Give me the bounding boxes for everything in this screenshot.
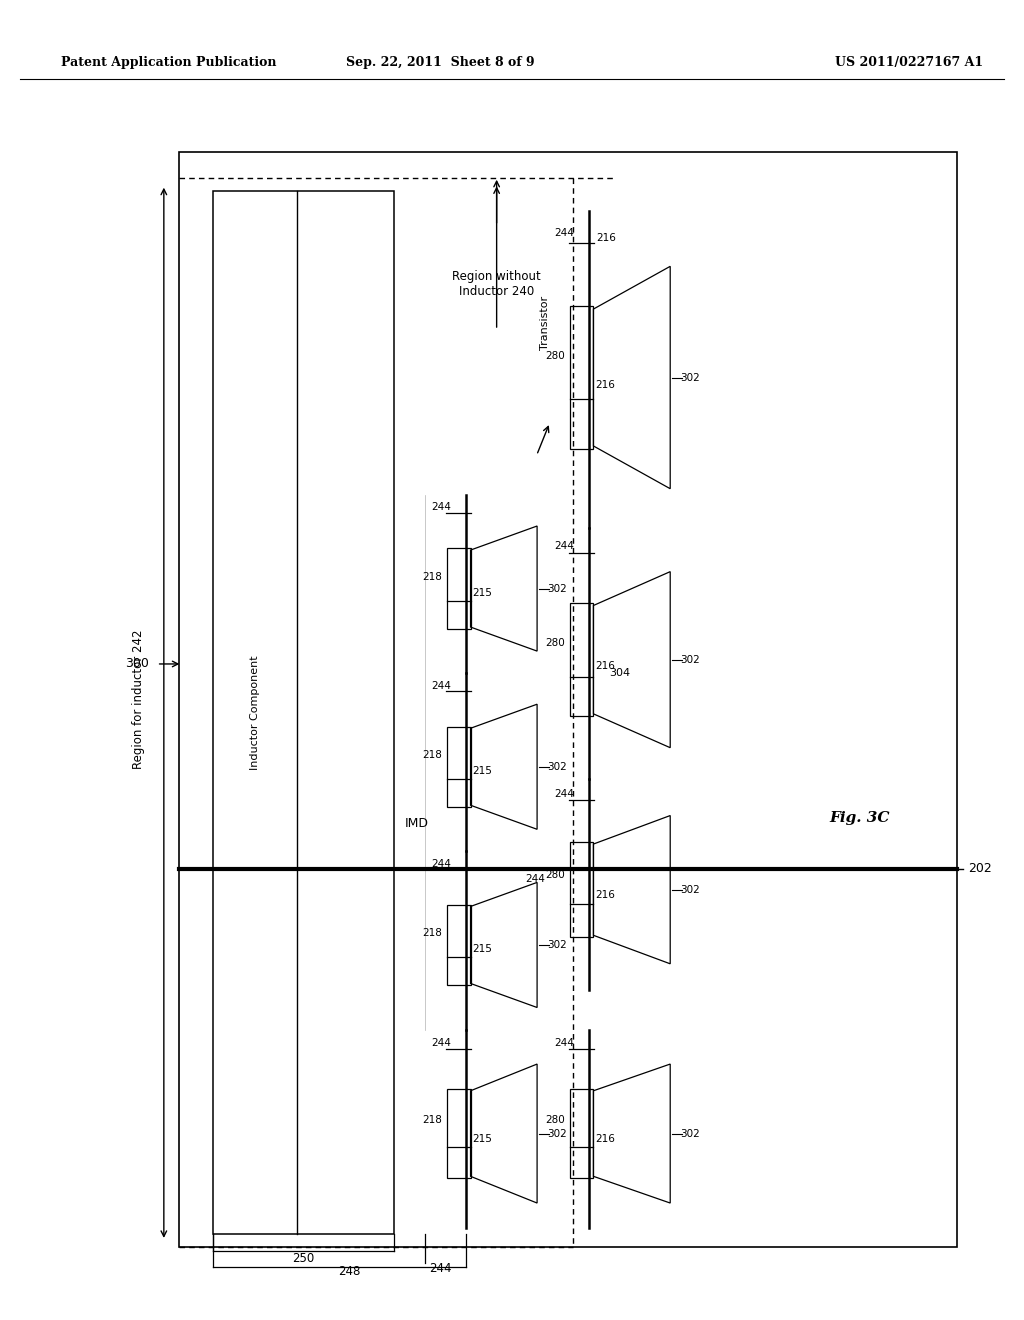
Text: 302: 302: [680, 655, 700, 665]
Text: 244: 244: [432, 681, 452, 690]
Bar: [213, 191, 394, 1234]
Text: 302: 302: [547, 940, 567, 950]
Text: 244: 244: [525, 874, 545, 884]
Bar: [447, 1089, 471, 1179]
Text: Region without
Inductor 240: Region without Inductor 240: [453, 269, 541, 298]
Text: 280: 280: [546, 638, 565, 648]
Text: 302: 302: [547, 583, 567, 594]
Text: 250: 250: [293, 1251, 314, 1265]
Text: IMD: IMD: [404, 817, 428, 830]
Text: Inductor Component: Inductor Component: [250, 656, 260, 770]
Text: 302: 302: [680, 372, 700, 383]
Text: 215: 215: [472, 766, 493, 776]
Text: 244: 244: [429, 1262, 452, 1275]
Text: 216: 216: [595, 890, 615, 900]
Text: Fig. 3C: Fig. 3C: [829, 812, 890, 825]
Text: 218: 218: [423, 1115, 442, 1125]
Text: 215: 215: [472, 1134, 493, 1143]
Text: 202: 202: [968, 862, 991, 875]
Text: 244: 244: [555, 788, 574, 799]
Text: Transistor: Transistor: [540, 296, 550, 351]
Text: 244: 244: [555, 541, 574, 550]
Text: 244: 244: [432, 503, 452, 512]
Bar: [447, 726, 471, 807]
Bar: [570, 603, 593, 715]
Text: 218: 218: [423, 928, 442, 939]
Text: 302: 302: [680, 884, 700, 895]
Bar: [570, 842, 593, 937]
Text: 248: 248: [339, 1265, 360, 1278]
Text: 216: 216: [595, 1134, 615, 1143]
Text: 216: 216: [596, 232, 616, 243]
Text: 244: 244: [555, 228, 574, 239]
Text: 244: 244: [432, 1039, 452, 1048]
Text: 244: 244: [432, 859, 452, 869]
Text: 302: 302: [547, 1129, 567, 1139]
Bar: [179, 152, 957, 1247]
Text: 304: 304: [609, 668, 631, 678]
Text: 215: 215: [472, 944, 493, 954]
Bar: [570, 1089, 593, 1179]
Text: 216: 216: [595, 380, 615, 391]
Text: 218: 218: [423, 750, 442, 760]
Bar: [570, 306, 593, 449]
Text: 302: 302: [680, 1129, 700, 1139]
Text: 280: 280: [546, 351, 565, 362]
Text: 215: 215: [472, 587, 493, 598]
Text: Sep. 22, 2011  Sheet 8 of 9: Sep. 22, 2011 Sheet 8 of 9: [346, 55, 535, 69]
Text: 244: 244: [555, 1039, 574, 1048]
Bar: [447, 906, 471, 985]
Text: 216: 216: [595, 661, 615, 671]
Bar: [447, 549, 471, 628]
Text: 280: 280: [546, 870, 565, 880]
Text: Patent Application Publication: Patent Application Publication: [61, 55, 276, 69]
Text: 302: 302: [547, 762, 567, 772]
Text: US 2011/0227167 A1: US 2011/0227167 A1: [835, 55, 983, 69]
Text: 280: 280: [546, 1115, 565, 1125]
Text: 218: 218: [423, 572, 442, 582]
Text: 300: 300: [125, 657, 148, 671]
Text: Region for inductor 242: Region for inductor 242: [132, 630, 144, 770]
